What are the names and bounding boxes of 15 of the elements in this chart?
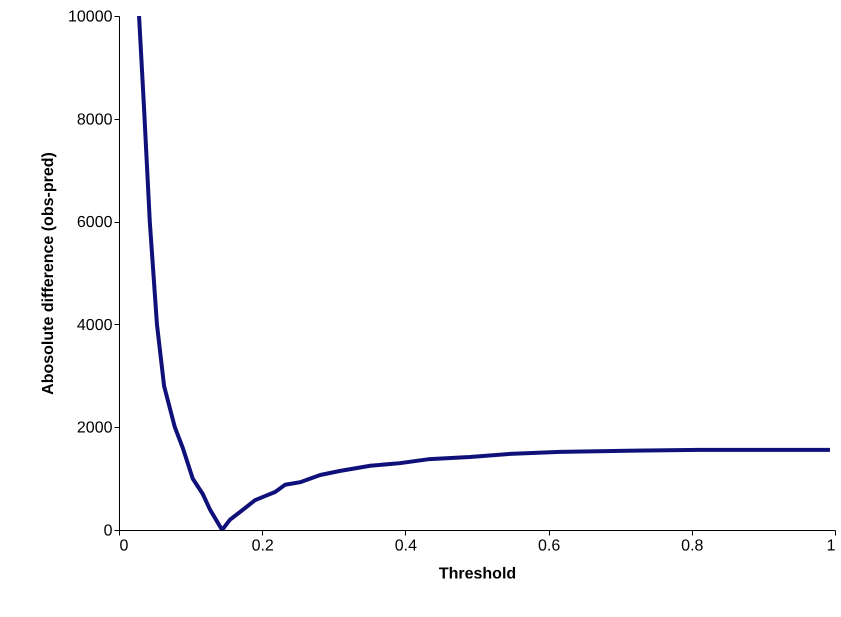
y-tick-label: 6000 — [76, 214, 113, 232]
y-tick-label: 2000 — [76, 420, 113, 437]
x-tick-label: 0.2 — [252, 538, 274, 554]
x-tick-label: 0.4 — [394, 538, 418, 554]
y-tick-label: 0 — [104, 522, 113, 540]
x-tick-label: 1 — [826, 538, 836, 554]
x-axis-title: Threshold — [438, 566, 516, 582]
y-tick-label: 8000 — [76, 111, 113, 128]
y-tick-label: 4000 — [76, 316, 113, 334]
x-tick-label: 0.6 — [538, 538, 560, 554]
y-tick-label: 10000 — [68, 8, 113, 26]
x-tick-label: 0 — [120, 538, 128, 554]
x-tick-label: 0.8 — [681, 538, 704, 554]
line-series — [137, 16, 832, 530]
y-axis-title: Abosolute difference (obs-pred) — [40, 152, 58, 395]
